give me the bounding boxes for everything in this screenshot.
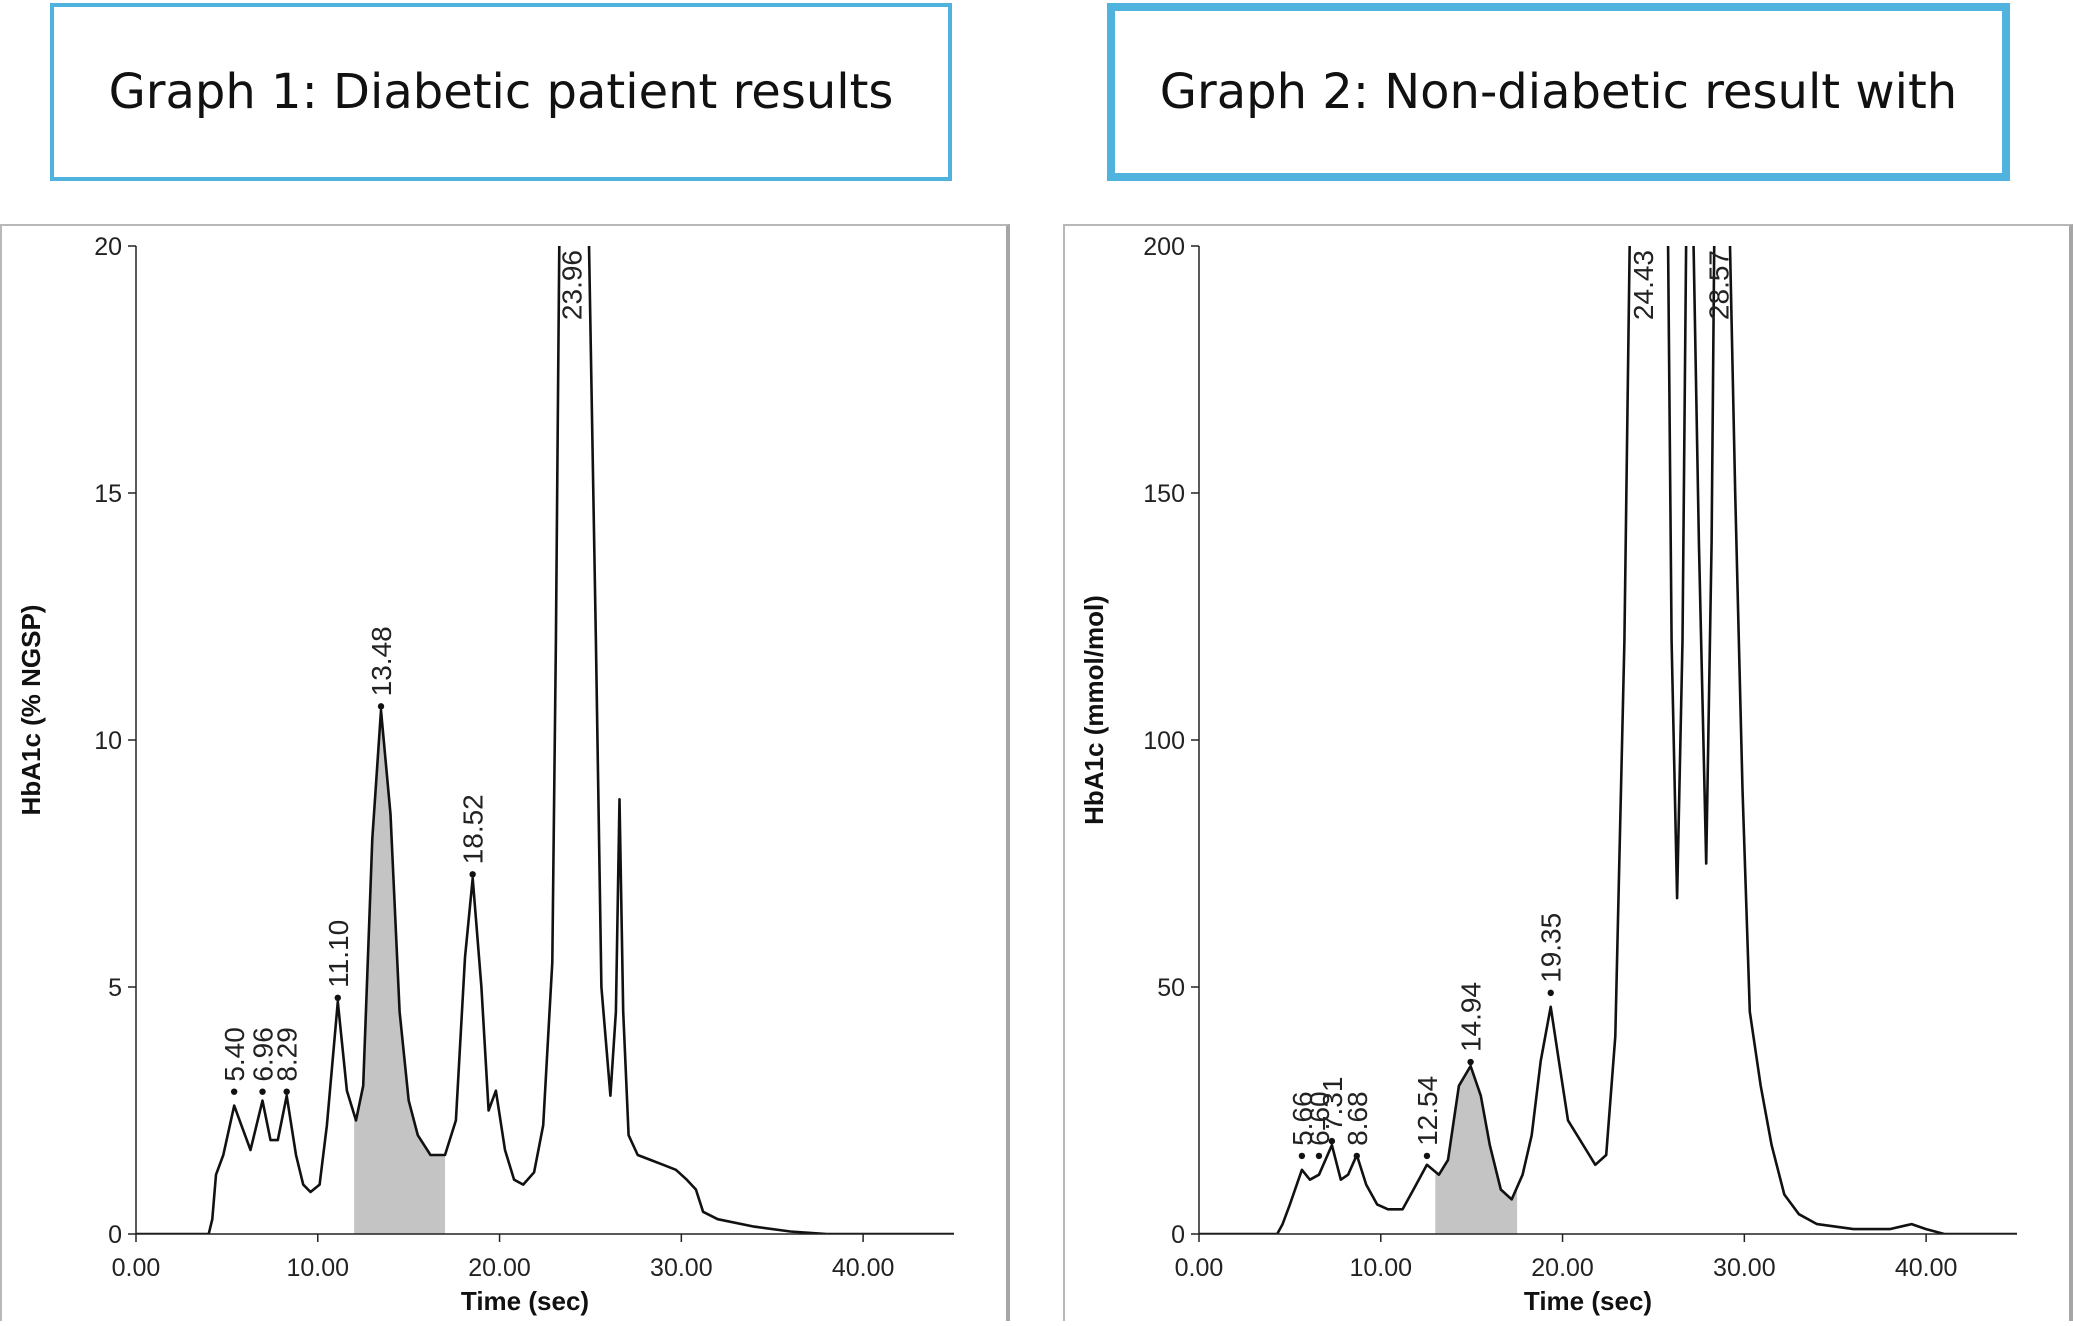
peak-label: 5.66: [1287, 1091, 1318, 1146]
peak-label: 13.48: [366, 626, 397, 696]
chromatogram-trace: [136, 246, 954, 1234]
peak-marker: [230, 1088, 238, 1095]
chromatogram-chart-2: 0 50 100 150 200 0.00 10.00 20.00 30.00 40.00 Time…: [1079, 233, 2017, 1316]
peak-marker: [1467, 1058, 1474, 1066]
peak-label: 8.68: [1342, 1091, 1373, 1146]
y-tick-label: 10: [94, 727, 122, 755]
peak-marker: [1423, 1152, 1431, 1160]
x-tick-label: 10.00: [286, 1254, 349, 1282]
peak-label: 14.94: [1456, 982, 1487, 1052]
x-axis-title: Time (sec): [1524, 1286, 1652, 1316]
chart-panel-1: 0 5 10 15 20 0.00 10.00 20.00 30.00 40.00 Time (se…: [0, 224, 1010, 1321]
peak-label: 23.96: [557, 250, 588, 320]
peak-marker: [283, 1088, 290, 1095]
y-tick-label: 50: [1157, 974, 1185, 1002]
peak-label: 28.57: [1703, 250, 1734, 320]
peak-label: 11.10: [323, 920, 354, 988]
chromatogram-trace: [1199, 246, 2017, 1234]
x-tick-label: 30.00: [1713, 1254, 1776, 1282]
x-tick-label: 30.00: [650, 1254, 713, 1282]
peak-label: 6.96: [248, 1027, 279, 1082]
peak-marker: [334, 994, 341, 1002]
y-tick-label: 15: [94, 480, 122, 508]
x-tick-label: 20.00: [1531, 1254, 1594, 1282]
peak-marker: [1315, 1152, 1323, 1160]
y-axis-title: HbA1c (mmol/mol): [1079, 595, 1109, 825]
peak-marker: [1328, 1137, 1336, 1145]
y-tick-label: 0: [1171, 1221, 1185, 1249]
shaded-peak-area: [1435, 1066, 1518, 1234]
peak-marker: [469, 871, 476, 878]
y-axis-title: HbA1c (% NGSP): [16, 605, 46, 816]
chromatogram-chart-1: 0 5 10 15 20 0.00 10.00 20.00 30.00 40.00 Time (se…: [16, 233, 954, 1316]
y-tick-label: 150: [1143, 480, 1185, 508]
peak-label: 12.54: [1412, 1076, 1443, 1146]
graph1-title: Graph 1: Diabetic patient results: [108, 64, 894, 120]
x-tick-label: 0.00: [1175, 1254, 1224, 1282]
peak-marker: [259, 1088, 266, 1095]
peak-marker: [377, 703, 385, 710]
graph2-title: Graph 2: Non-diabetic result with: [1159, 64, 1958, 120]
y-tick-label: 0: [108, 1221, 122, 1249]
chart-panel-2: 0 50 100 150 200 0.00 10.00 20.00 30.00 40.00 Time…: [1063, 224, 2073, 1321]
shaded-peak-area: [354, 714, 446, 1234]
x-tick-label: 20.00: [468, 1254, 531, 1282]
peak-marker: [1353, 1152, 1360, 1160]
peak-label: 5.40: [219, 1027, 250, 1082]
peak-label: 24.43: [1628, 250, 1659, 320]
x-axis-title: Time (sec): [461, 1286, 589, 1316]
graph2-title-box: Graph 2: Non-diabetic result with: [1107, 3, 2010, 181]
graph1-title-box: Graph 1: Diabetic patient results: [50, 3, 952, 181]
x-tick-label: 40.00: [1895, 1254, 1958, 1282]
peak-label: 18.52: [458, 794, 489, 864]
x-tick-label: 40.00: [832, 1254, 895, 1282]
peak-marker: [1298, 1152, 1306, 1160]
peak-label: 6.60: [1304, 1091, 1335, 1146]
peak-label: 7.31: [1317, 1077, 1348, 1132]
peak-label: 8.29: [272, 1027, 303, 1082]
peak-label: 19.35: [1536, 913, 1567, 983]
x-tick-label: 10.00: [1349, 1254, 1412, 1282]
y-tick-label: 100: [1143, 727, 1185, 755]
y-tick-label: 200: [1143, 233, 1185, 261]
y-tick-label: 5: [108, 974, 122, 1002]
y-tick-label: 20: [94, 233, 122, 261]
peak-marker: [1547, 989, 1554, 997]
x-tick-label: 0.00: [112, 1254, 161, 1282]
